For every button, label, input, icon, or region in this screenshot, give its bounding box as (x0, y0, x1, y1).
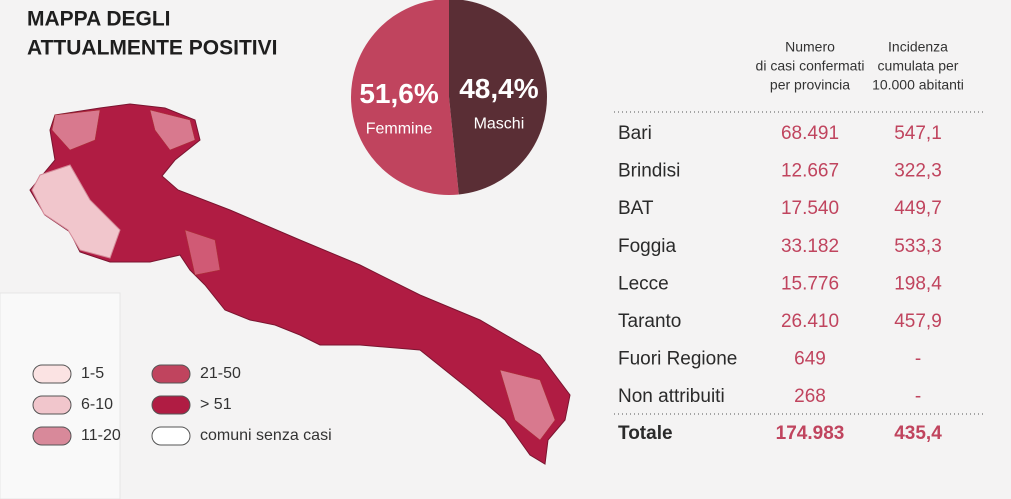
cell: 68.491 (781, 123, 839, 144)
legend-swatch (151, 395, 191, 415)
legend-swatch (32, 395, 72, 415)
cell: 198,4 (894, 273, 942, 294)
region-area (31, 164, 121, 259)
legend-label: > 51 (200, 396, 232, 413)
region-area (149, 109, 196, 151)
row-name: Brindisi (618, 161, 680, 182)
total-cell: 174.983 (776, 423, 845, 444)
region-area (184, 229, 221, 276)
column-header: cumulata per (878, 58, 959, 74)
column-header: Incidenza (888, 39, 948, 55)
slice-name: Maschi (474, 116, 525, 133)
total-cell: 435,4 (894, 423, 942, 444)
cell: 322,3 (894, 161, 942, 182)
cell: 649 (794, 349, 826, 370)
legend-label: 11-20 (81, 427, 121, 444)
legend-label: comuni senza casi (200, 427, 332, 444)
cell: 33.182 (781, 236, 839, 257)
cell: 533,3 (894, 236, 942, 257)
column-header: per provincia (770, 77, 850, 93)
legend-label: 21-50 (200, 365, 241, 382)
cell: 12.667 (781, 161, 839, 182)
slice-value: 51,6% (359, 78, 438, 109)
slice-value: 48,4% (459, 73, 538, 104)
row-name: BAT (618, 198, 654, 219)
cell: 268 (794, 386, 826, 407)
title-line: ATTUALMENTE POSITIVI (27, 37, 277, 60)
cell: - (915, 349, 921, 370)
row-name: Fuori Regione (618, 349, 737, 370)
row-name: Foggia (618, 236, 677, 257)
row-name: Lecce (618, 273, 669, 294)
row-name: Taranto (618, 311, 681, 332)
cell: 547,1 (894, 123, 942, 144)
legend-swatch (151, 426, 191, 446)
cell: - (915, 386, 921, 407)
row-name: Non attribuiti (618, 386, 725, 407)
puglia-map (29, 103, 571, 465)
legend-label: 6-10 (81, 396, 113, 413)
region-area (51, 109, 101, 151)
cell: 457,9 (894, 311, 942, 332)
column-header: Numero (785, 39, 835, 55)
row-name: Bari (618, 123, 652, 144)
cell: 449,7 (894, 198, 942, 219)
legend-swatch (151, 364, 191, 384)
legend-swatch (32, 426, 72, 446)
pie-slice (351, 0, 459, 195)
legend-label: 1-5 (81, 365, 104, 382)
total-name: Totale (618, 423, 673, 444)
pie-slice (449, 0, 547, 195)
column-header: 10.000 abitanti (872, 77, 964, 93)
region-area (499, 369, 556, 441)
column-header: di casi confermati (756, 58, 865, 74)
slice-name: Femmine (366, 121, 433, 138)
cell: 26.410 (781, 311, 839, 332)
cell: 15.776 (781, 273, 839, 294)
cell: 17.540 (781, 198, 839, 219)
region-shape (29, 103, 571, 465)
title-line: MAPPA DEGLI (27, 8, 171, 31)
legend-swatch (32, 364, 72, 384)
